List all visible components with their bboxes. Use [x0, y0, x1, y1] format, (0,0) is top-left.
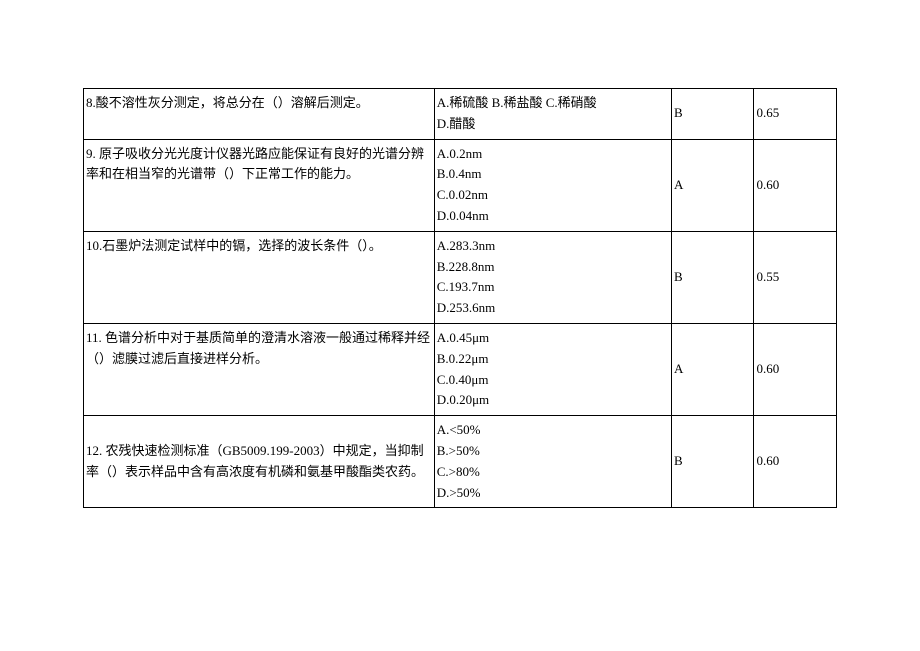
answer-cell: B — [671, 231, 754, 323]
question-cell: 8.酸不溶性灰分测定，将总分在（）溶解后测定。 — [84, 89, 435, 140]
answer-cell: B — [671, 89, 754, 140]
table-row: 8.酸不溶性灰分测定，将总分在（）溶解后测定。 A.稀硫酸 B.稀盐酸 C.稀硝… — [84, 89, 837, 140]
score-cell: 0.60 — [754, 416, 837, 508]
table-row: 9. 原子吸收分光光度计仪器光路应能保证有良好的光谱分辨率和在相当窄的光谱带（）… — [84, 139, 837, 231]
answer-cell: A — [671, 139, 754, 231]
options-cell: A.283.3nm B.228.8nm C.193.7nm D.253.6nm — [434, 231, 671, 323]
score-cell: 0.65 — [754, 89, 837, 140]
question-cell: 11. 色谱分析中对于基质简单的澄清水溶液一般通过稀释并经（）滤膜过滤后直接进样… — [84, 323, 435, 415]
table-row: 12. 农残快速检测标准（GB5009.199-2003）中规定，当抑制率（）表… — [84, 416, 837, 508]
question-cell: 10.石墨炉法测定试样中的镉，选择的波长条件（）。 — [84, 231, 435, 323]
question-cell: 9. 原子吸收分光光度计仪器光路应能保证有良好的光谱分辨率和在相当窄的光谱带（）… — [84, 139, 435, 231]
answer-cell: A — [671, 323, 754, 415]
question-table: 8.酸不溶性灰分测定，将总分在（）溶解后测定。 A.稀硫酸 B.稀盐酸 C.稀硝… — [83, 88, 837, 508]
answer-cell: B — [671, 416, 754, 508]
options-cell: A.稀硫酸 B.稀盐酸 C.稀硝酸 D.醋酸 — [434, 89, 671, 140]
score-cell: 0.55 — [754, 231, 837, 323]
question-cell: 12. 农残快速检测标准（GB5009.199-2003）中规定，当抑制率（）表… — [84, 416, 435, 508]
table-body: 8.酸不溶性灰分测定，将总分在（）溶解后测定。 A.稀硫酸 B.稀盐酸 C.稀硝… — [84, 89, 837, 508]
score-cell: 0.60 — [754, 139, 837, 231]
options-cell: A.0.45μm B.0.22μm C.0.40μm D.0.20μm — [434, 323, 671, 415]
score-cell: 0.60 — [754, 323, 837, 415]
table-row: 10.石墨炉法测定试样中的镉，选择的波长条件（）。 A.283.3nm B.22… — [84, 231, 837, 323]
table-row: 11. 色谱分析中对于基质简单的澄清水溶液一般通过稀释并经（）滤膜过滤后直接进样… — [84, 323, 837, 415]
options-cell: A.0.2nm B.0.4nm C.0.02nm D.0.04nm — [434, 139, 671, 231]
document-page: 8.酸不溶性灰分测定，将总分在（）溶解后测定。 A.稀硫酸 B.稀盐酸 C.稀硝… — [0, 0, 920, 651]
options-cell: A.<50% B.>50% C.>80% D.>50% — [434, 416, 671, 508]
